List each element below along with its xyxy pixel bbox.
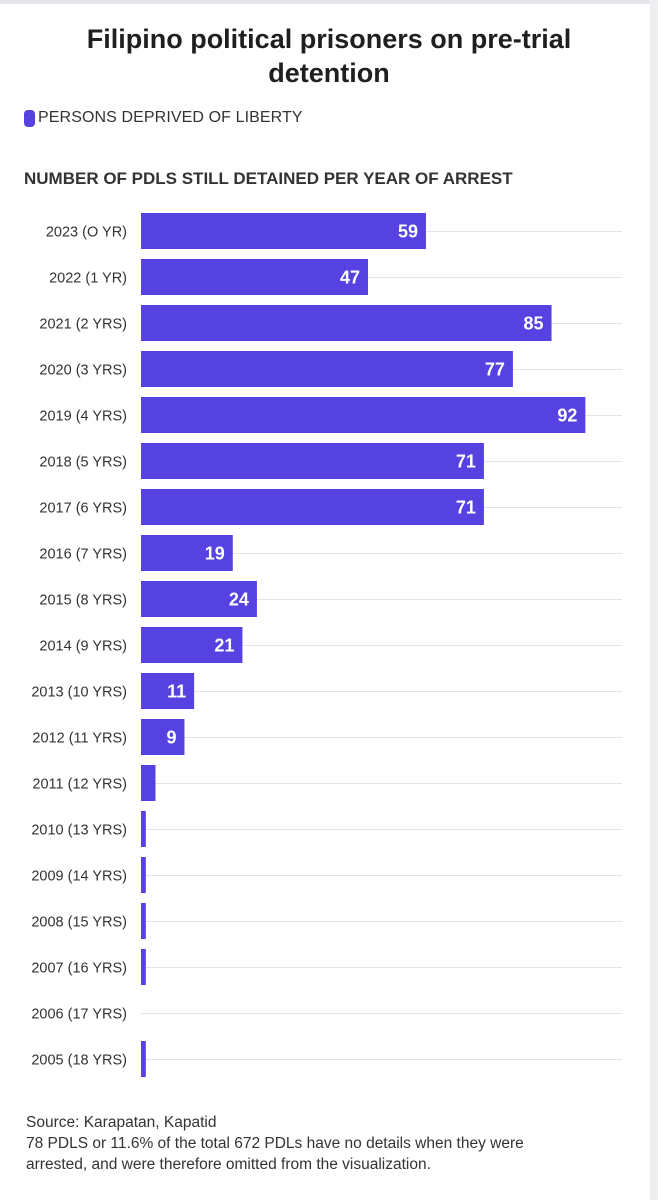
data-label: 47 [340,268,360,288]
bar[interactable] [141,443,484,479]
legend-label: PERSONS DEPRIVED OF LIBERTY [38,109,303,126]
data-label: 19 [205,544,225,564]
data-label: 59 [398,222,418,242]
category-label: 2005 (18 YRS) [31,1053,127,1069]
chart-subtitle: NUMBER OF PDLS STILL DETAINED PER YEAR O… [24,169,513,188]
data-label: 92 [557,406,577,426]
data-label: 85 [524,314,544,334]
category-label: 2010 (13 YRS) [31,823,127,839]
bar[interactable] [141,351,513,387]
bar[interactable] [141,489,484,525]
bar[interactable] [141,1041,146,1077]
bar[interactable] [141,627,243,663]
legend[interactable]: PERSONS DEPRIVED OF LIBERTY [24,108,303,128]
bar[interactable] [141,673,195,709]
right-border [650,0,658,1200]
data-label: 11 [167,682,186,702]
chart-title: Filipino political prisoners on pre-tria… [86,24,572,88]
category-label: 2016 (7 YRS) [39,547,127,563]
bar[interactable] [141,397,586,433]
category-label: 2007 (16 YRS) [31,961,127,977]
source-line: Source: Karapatan, Kapatid [26,1114,217,1131]
category-label: 2006 (17 YRS) [31,1007,127,1023]
category-label: 2014 (9 YRS) [39,639,127,655]
data-label: 21 [214,636,234,656]
category-label: 2011 (12 YRS) [32,777,127,793]
category-label: 2021 (2 YRS) [39,317,127,333]
bar[interactable] [141,305,552,341]
top-border [0,0,658,4]
category-label: 2019 (4 YRS) [39,409,127,425]
category-label: 2013 (10 YRS) [31,685,127,701]
category-label: 2008 (15 YRS) [31,915,127,931]
category-label: 2017 (6 YRS) [39,501,127,517]
bar[interactable] [141,259,369,295]
bar[interactable] [141,719,185,755]
category-label: 2015 (8 YRS) [39,593,127,609]
category-label: 2009 (14 YRS) [31,869,127,885]
category-label: 2023 (O YR) [46,225,127,241]
data-label: 24 [229,590,249,610]
note-line-2: arrested, and were therefore omitted fro… [26,1156,431,1173]
category-label: 2022 (1 YR) [49,271,127,287]
source-note: Source: Karapatan, Kapatid 78 PDLS or 11… [26,1112,626,1175]
legend-swatch [24,109,35,127]
bar[interactable] [141,765,156,801]
bar[interactable] [141,811,146,847]
bar[interactable] [141,535,233,571]
data-label: 71 [456,498,476,518]
category-label: 2012 (11 YRS) [32,731,127,747]
note-line-1: 78 PDLS or 11.6% of the total 672 PDLs h… [26,1135,524,1152]
data-label: 9 [166,728,176,748]
data-label: 77 [485,360,505,380]
bar[interactable] [141,581,257,617]
category-label: 2018 (5 YRS) [39,455,127,471]
bar[interactable] [141,903,146,939]
bar[interactable] [141,857,146,893]
bar[interactable] [141,949,146,985]
data-label: 71 [456,452,476,472]
bar[interactable] [141,213,426,249]
bar-chart: 2023 (O YR) 59 2022 (1 YR) 47 2021 (2 YRS) 85… [31,213,622,1077]
category-label: 2020 (3 YRS) [39,363,127,379]
